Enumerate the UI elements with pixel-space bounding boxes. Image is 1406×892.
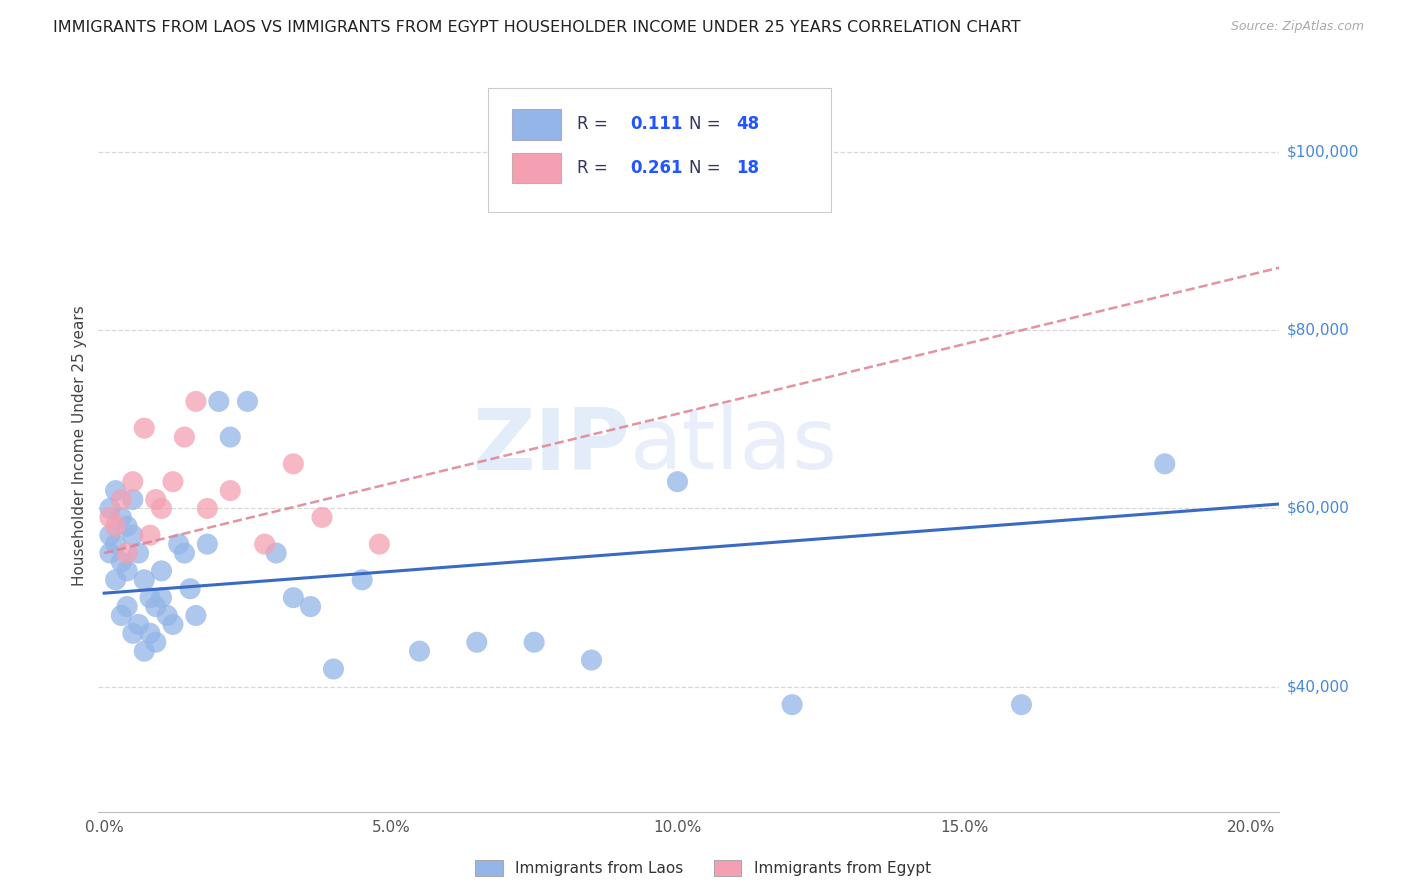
Text: R =: R = (576, 115, 613, 133)
Point (145, 599, 167, 614)
Text: 18: 18 (737, 159, 759, 177)
Point (1153, 457, 1175, 471)
Text: $40,000: $40,000 (1286, 680, 1350, 694)
Point (162, 475, 184, 489)
Point (368, 537, 391, 551)
Point (98, 528, 121, 542)
Point (139, 626, 162, 640)
Text: IMMIGRANTS FROM LAOS VS IMMIGRANTS FROM EGYPT HOUSEHOLDER INCOME UNDER 25 YEARS : IMMIGRANTS FROM LAOS VS IMMIGRANTS FROM … (53, 20, 1021, 35)
Point (110, 510, 132, 524)
Text: ZIP: ZIP (472, 404, 630, 488)
Point (150, 501, 173, 516)
Point (115, 599, 138, 614)
Point (1011, 698, 1033, 712)
Point (134, 573, 156, 587)
Point (236, 394, 259, 409)
Point (115, 546, 138, 560)
Point (115, 519, 138, 533)
Point (253, 537, 276, 551)
Text: $100,000: $100,000 (1286, 145, 1358, 159)
Text: atlas: atlas (630, 404, 838, 488)
Point (264, 546, 287, 560)
Point (104, 573, 127, 587)
Point (145, 492, 167, 507)
Point (184, 394, 207, 409)
Point (581, 653, 603, 667)
Point (121, 475, 143, 489)
Point (150, 564, 173, 578)
Text: N =: N = (689, 159, 725, 177)
Point (219, 430, 242, 444)
Point (208, 394, 231, 409)
Point (150, 591, 173, 605)
Text: $80,000: $80,000 (1286, 323, 1350, 337)
Point (110, 608, 132, 623)
Text: 48: 48 (737, 115, 759, 133)
Text: N =: N = (689, 115, 725, 133)
FancyBboxPatch shape (512, 153, 561, 184)
Point (173, 430, 195, 444)
Text: R =: R = (576, 159, 613, 177)
Text: Source: ZipAtlas.com: Source: ZipAtlas.com (1230, 20, 1364, 33)
Point (104, 537, 127, 551)
Point (128, 617, 150, 632)
Point (128, 546, 150, 560)
Point (134, 644, 156, 658)
Point (523, 635, 546, 649)
Point (110, 492, 132, 507)
Point (145, 635, 167, 649)
Point (299, 599, 322, 614)
Point (219, 483, 242, 498)
Point (110, 555, 132, 569)
Point (408, 644, 430, 658)
Point (162, 617, 184, 632)
Point (780, 698, 803, 712)
Point (167, 537, 190, 551)
Point (98, 510, 121, 524)
Point (465, 635, 488, 649)
Point (666, 475, 689, 489)
Point (134, 421, 156, 435)
Point (98, 501, 121, 516)
Point (121, 626, 143, 640)
Y-axis label: Householder Income Under 25 years: Householder Income Under 25 years (72, 306, 87, 586)
Point (156, 608, 179, 623)
FancyBboxPatch shape (512, 109, 561, 139)
Point (195, 537, 218, 551)
Point (121, 492, 143, 507)
Point (352, 573, 374, 587)
Point (121, 528, 143, 542)
Point (179, 582, 201, 596)
Point (139, 591, 162, 605)
Point (104, 483, 127, 498)
Point (283, 457, 305, 471)
Point (184, 608, 207, 623)
Point (311, 510, 333, 524)
Text: 0.111: 0.111 (630, 115, 682, 133)
Point (139, 528, 162, 542)
Point (98, 546, 121, 560)
Point (283, 591, 305, 605)
Point (322, 662, 344, 676)
Text: 0.261: 0.261 (630, 159, 682, 177)
Point (173, 546, 195, 560)
Point (195, 501, 218, 516)
Point (115, 564, 138, 578)
Legend: Immigrants from Laos, Immigrants from Egypt: Immigrants from Laos, Immigrants from Eg… (470, 855, 936, 882)
Point (104, 519, 127, 533)
Text: $60,000: $60,000 (1286, 501, 1350, 516)
FancyBboxPatch shape (488, 87, 831, 212)
